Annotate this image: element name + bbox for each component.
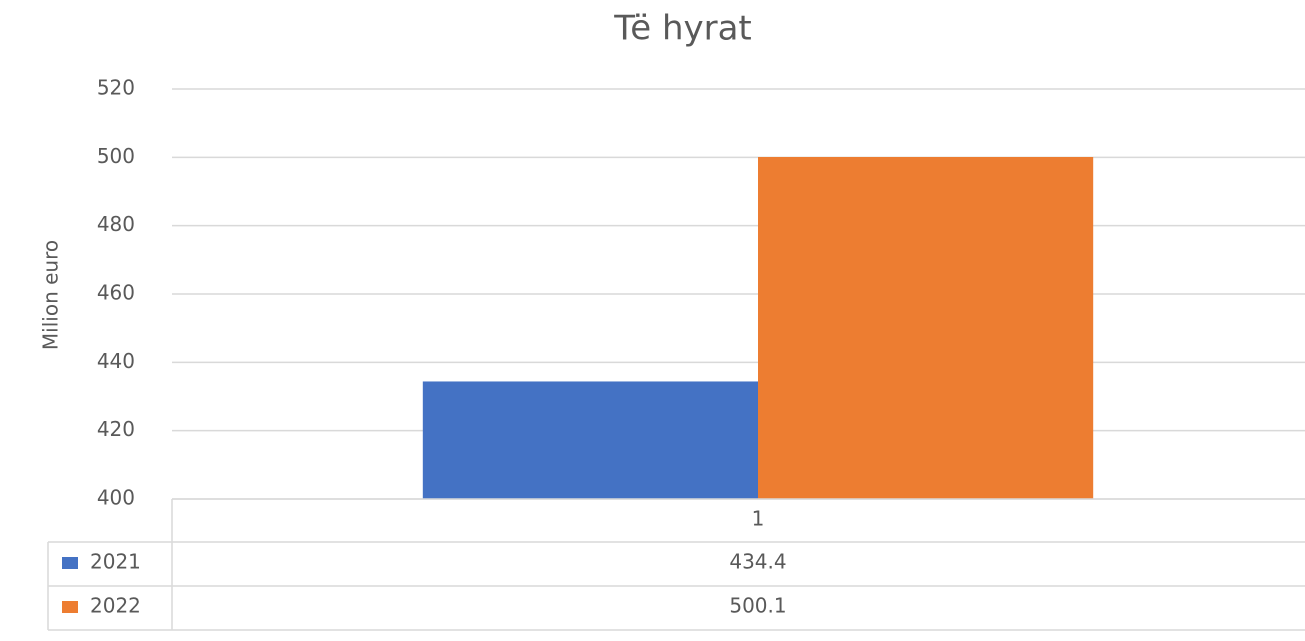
y-tick-label: 400 — [97, 486, 135, 510]
y-tick-label: 520 — [97, 76, 135, 100]
legend-key — [62, 557, 78, 569]
y-tick-label: 420 — [97, 417, 135, 441]
legend-label: 2021 — [90, 550, 141, 574]
x-tick-label: 1 — [752, 507, 765, 531]
y-tick-label: 440 — [97, 349, 135, 373]
y-tick-label: 460 — [97, 281, 135, 305]
legend-label: 2022 — [90, 594, 141, 618]
legend-key — [62, 601, 78, 613]
y-tick-label: 500 — [97, 144, 135, 168]
y-tick-label: 480 — [97, 212, 135, 236]
y-axis-label: Milion euro — [39, 240, 63, 350]
chart-title: Të hyrat — [613, 9, 752, 49]
table-value: 434.4 — [729, 550, 786, 574]
table-value: 500.1 — [729, 594, 786, 618]
bar — [758, 156, 1094, 499]
bar — [422, 381, 758, 499]
